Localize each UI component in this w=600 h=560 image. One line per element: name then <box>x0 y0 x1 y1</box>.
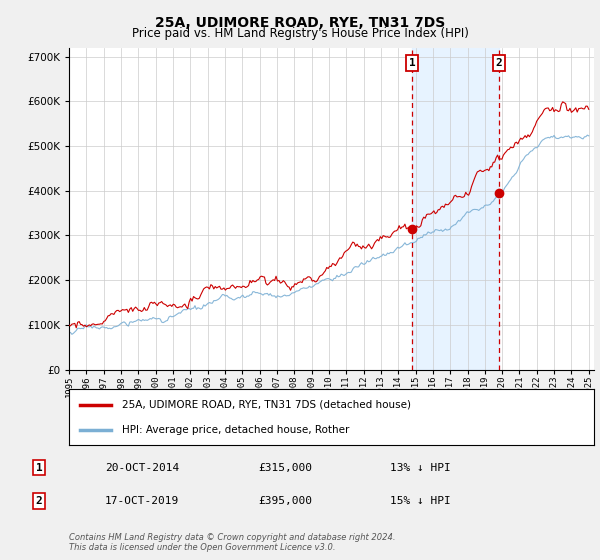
Text: 20-OCT-2014: 20-OCT-2014 <box>105 463 179 473</box>
Text: 1: 1 <box>35 463 43 473</box>
Text: 1: 1 <box>409 58 415 68</box>
Text: 15% ↓ HPI: 15% ↓ HPI <box>390 496 451 506</box>
Text: £315,000: £315,000 <box>258 463 312 473</box>
Text: 2: 2 <box>496 58 502 68</box>
Text: 17-OCT-2019: 17-OCT-2019 <box>105 496 179 506</box>
Text: Contains HM Land Registry data © Crown copyright and database right 2024.: Contains HM Land Registry data © Crown c… <box>69 533 395 542</box>
Text: £395,000: £395,000 <box>258 496 312 506</box>
Text: This data is licensed under the Open Government Licence v3.0.: This data is licensed under the Open Gov… <box>69 543 335 552</box>
Text: 25A, UDIMORE ROAD, RYE, TN31 7DS: 25A, UDIMORE ROAD, RYE, TN31 7DS <box>155 16 445 30</box>
Text: Price paid vs. HM Land Registry's House Price Index (HPI): Price paid vs. HM Land Registry's House … <box>131 27 469 40</box>
Text: HPI: Average price, detached house, Rother: HPI: Average price, detached house, Roth… <box>121 424 349 435</box>
Text: 2: 2 <box>35 496 43 506</box>
Text: 25A, UDIMORE ROAD, RYE, TN31 7DS (detached house): 25A, UDIMORE ROAD, RYE, TN31 7DS (detach… <box>121 400 410 410</box>
Text: 13% ↓ HPI: 13% ↓ HPI <box>390 463 451 473</box>
